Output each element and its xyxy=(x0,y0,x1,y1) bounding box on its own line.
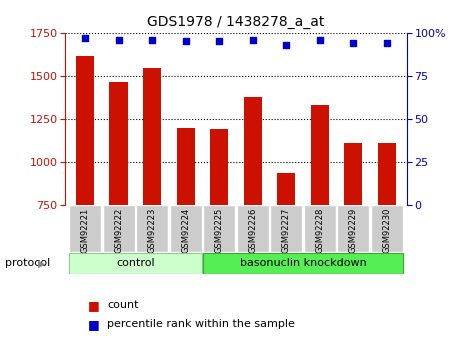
Bar xyxy=(337,205,369,252)
Text: GSM92221: GSM92221 xyxy=(81,208,90,253)
Point xyxy=(316,37,324,42)
Point xyxy=(148,37,156,42)
Point xyxy=(283,42,290,48)
Text: ■: ■ xyxy=(88,318,100,331)
Text: protocol: protocol xyxy=(5,258,50,268)
Point xyxy=(350,40,357,46)
Bar xyxy=(109,82,128,205)
Text: GSM92225: GSM92225 xyxy=(215,208,224,253)
Bar xyxy=(143,68,161,205)
Bar xyxy=(210,128,228,205)
Bar xyxy=(344,143,363,205)
Bar xyxy=(244,97,262,205)
Title: GDS1978 / 1438278_a_at: GDS1978 / 1438278_a_at xyxy=(147,15,325,29)
Point xyxy=(215,39,223,44)
Text: GSM92223: GSM92223 xyxy=(148,208,157,253)
Bar xyxy=(69,205,101,252)
Bar xyxy=(76,56,94,205)
Bar xyxy=(270,205,302,252)
Point xyxy=(81,35,89,41)
Text: GSM92226: GSM92226 xyxy=(248,208,257,253)
Point xyxy=(115,37,122,42)
Text: GSM92228: GSM92228 xyxy=(315,208,324,253)
Bar xyxy=(378,143,396,205)
Bar xyxy=(69,253,202,274)
Point xyxy=(383,40,391,46)
Bar xyxy=(203,253,403,274)
Bar xyxy=(203,205,235,252)
Point xyxy=(182,39,189,44)
Bar xyxy=(170,205,202,252)
Text: GSM92229: GSM92229 xyxy=(349,208,358,253)
Bar xyxy=(103,205,135,252)
Point xyxy=(249,37,257,42)
Bar xyxy=(237,205,269,252)
Text: count: count xyxy=(107,300,139,310)
Text: GSM92230: GSM92230 xyxy=(382,208,391,253)
Bar xyxy=(136,205,168,252)
Bar xyxy=(277,173,295,205)
Bar xyxy=(371,205,403,252)
Bar xyxy=(311,105,329,205)
Bar xyxy=(177,128,195,205)
Text: control: control xyxy=(116,258,155,268)
Bar xyxy=(304,205,336,252)
Text: GSM92222: GSM92222 xyxy=(114,208,123,253)
Text: percentile rank within the sample: percentile rank within the sample xyxy=(107,319,295,329)
Text: ▶: ▶ xyxy=(38,258,46,268)
Text: ■: ■ xyxy=(88,299,100,312)
Text: GSM92227: GSM92227 xyxy=(282,208,291,253)
Text: basonuclin knockdown: basonuclin knockdown xyxy=(239,258,366,268)
Text: GSM92224: GSM92224 xyxy=(181,208,190,253)
